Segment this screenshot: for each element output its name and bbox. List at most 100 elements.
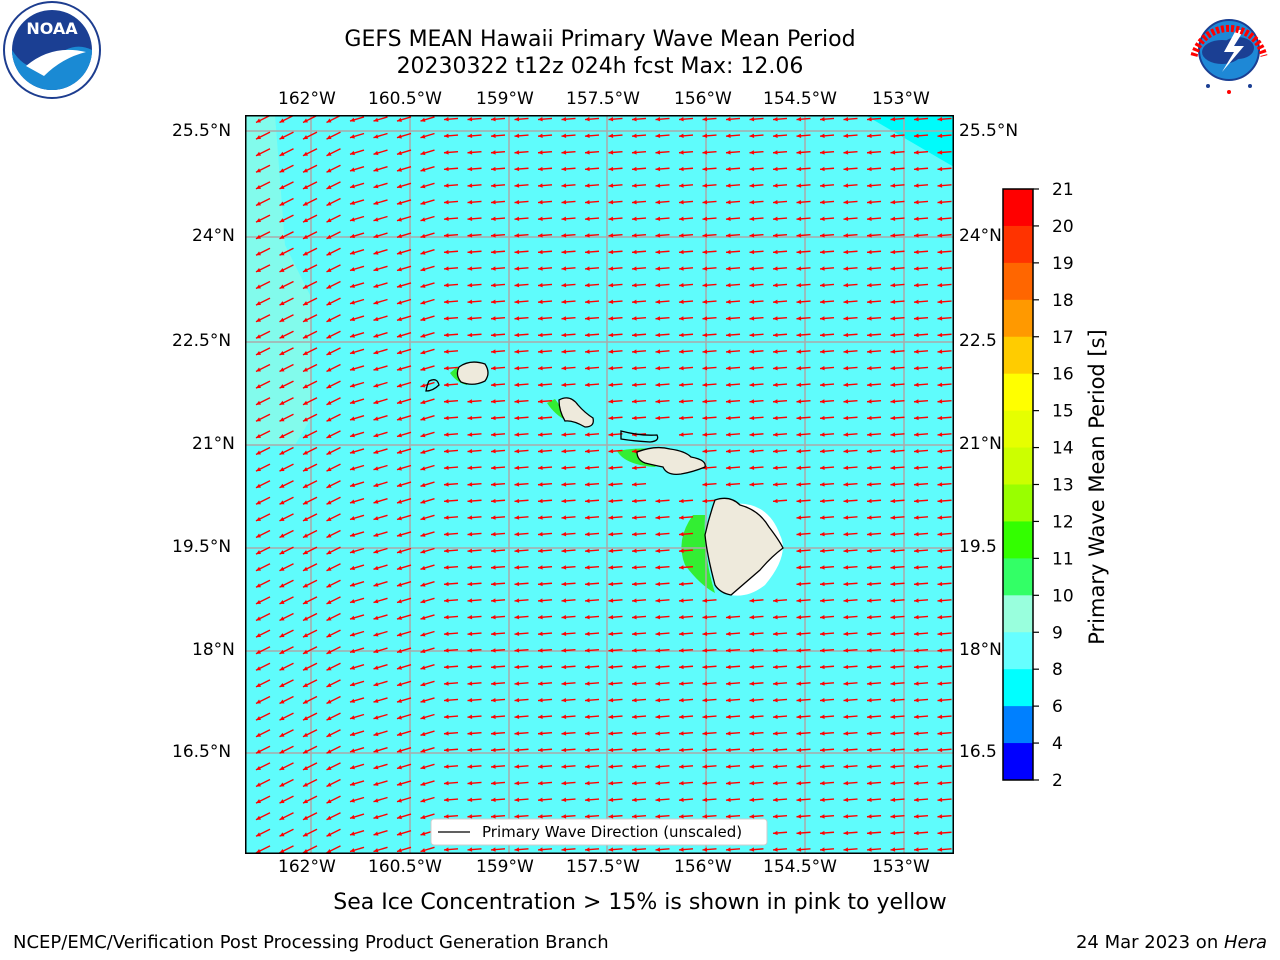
wave-arrow-head bbox=[444, 382, 449, 387]
wave-arrow-head bbox=[608, 332, 614, 338]
wave-arrow-head bbox=[843, 482, 849, 487]
wave-arrow-head bbox=[655, 681, 661, 686]
wave-arrow-head bbox=[420, 482, 426, 488]
colorbar-segment bbox=[1003, 447, 1033, 485]
wave-arrow-head bbox=[820, 598, 825, 603]
wave-arrow-head bbox=[397, 167, 402, 172]
wave-arrow-head bbox=[444, 415, 449, 421]
wave-arrow-head bbox=[702, 598, 708, 603]
wave-arrow-head bbox=[373, 433, 379, 438]
wave-arrow-head bbox=[538, 781, 543, 786]
wave-arrow-head bbox=[608, 349, 614, 354]
wave-arrow-head bbox=[373, 217, 379, 222]
wave-arrow-head bbox=[702, 216, 708, 221]
wave-arrow-head bbox=[444, 216, 449, 221]
wave-arrow-head bbox=[585, 482, 590, 487]
wave-arrow-head bbox=[397, 665, 402, 670]
wave-arrow-head bbox=[279, 682, 285, 687]
wave-arrow-head bbox=[514, 747, 520, 753]
wave-arrow-head bbox=[843, 747, 849, 753]
wave-arrow-head bbox=[514, 797, 520, 802]
wave-arrow-head bbox=[420, 648, 426, 654]
lat-label-right: 22.5 bbox=[959, 331, 997, 351]
footer-date-text: 24 Mar 2023 on bbox=[1075, 932, 1224, 953]
wave-arrow-head bbox=[820, 216, 825, 221]
wave-arrow-head bbox=[373, 516, 379, 521]
wave-arrow-head bbox=[843, 847, 849, 852]
wave-arrow-head bbox=[655, 366, 661, 371]
wave-arrow-head bbox=[937, 249, 943, 255]
wave-arrow-head bbox=[585, 366, 590, 371]
wave-arrow-head bbox=[326, 433, 332, 438]
wave-arrow-head bbox=[796, 532, 802, 537]
wave-arrow-head bbox=[726, 781, 731, 786]
wave-arrow-head bbox=[914, 117, 919, 122]
wave-arrow-head bbox=[350, 665, 355, 670]
wave-arrow-head bbox=[444, 681, 449, 686]
wave-arrow-head bbox=[467, 316, 473, 321]
wave-arrow-head bbox=[326, 732, 332, 737]
wave-arrow-head bbox=[585, 797, 590, 802]
colorbar-segment bbox=[1003, 558, 1033, 596]
wave-arrow-head bbox=[726, 349, 731, 354]
wave-arrow-head bbox=[303, 284, 308, 289]
wave-arrow-head bbox=[256, 633, 261, 638]
wave-arrow-head bbox=[350, 333, 355, 338]
wave-arrow-head bbox=[655, 814, 661, 819]
wave-arrow-head bbox=[538, 797, 543, 802]
wave-arrow-head bbox=[397, 682, 402, 687]
wave-arrow-head bbox=[726, 399, 731, 404]
wave-arrow-head bbox=[397, 117, 402, 122]
wave-arrow-head bbox=[444, 515, 449, 520]
period-contour-9-10 bbox=[245, 115, 313, 445]
wave-arrow-head bbox=[444, 548, 449, 553]
wave-arrow-head bbox=[702, 498, 708, 504]
wave-arrow-head bbox=[585, 681, 590, 686]
wave-arrow-head bbox=[561, 615, 567, 620]
wave-arrow-head bbox=[914, 399, 919, 404]
wave-arrow-head bbox=[561, 565, 567, 570]
wave-arrow-head bbox=[444, 183, 449, 188]
wave-arrow-head bbox=[867, 266, 872, 271]
wave-arrow-head bbox=[632, 332, 637, 338]
wave-arrow-head bbox=[843, 299, 849, 304]
period-contour-6-8 bbox=[865, 115, 954, 167]
wave-arrow-head bbox=[491, 249, 496, 255]
wave-arrow-head bbox=[397, 217, 402, 222]
wave-arrow-head bbox=[373, 781, 379, 786]
wave-arrow-head bbox=[397, 648, 402, 654]
wave-arrow-head bbox=[467, 166, 473, 172]
wave-arrow-head bbox=[538, 681, 543, 686]
wave-arrow-head bbox=[397, 698, 402, 703]
wave-arrow-head bbox=[867, 648, 872, 653]
wave-arrow-head bbox=[514, 532, 520, 537]
wave-arrow-head bbox=[702, 731, 708, 736]
wave-arrow-head bbox=[397, 134, 402, 139]
wave-arrow-head bbox=[749, 332, 755, 338]
wave-arrow-head bbox=[679, 681, 684, 686]
wave-arrow-head bbox=[420, 300, 426, 305]
wave-arrow-head bbox=[538, 548, 543, 553]
wave-arrow-head bbox=[350, 565, 355, 571]
wave-arrow-head bbox=[514, 349, 520, 354]
wave-arrow-head bbox=[373, 366, 379, 371]
wave-arrow-head bbox=[608, 764, 614, 769]
wave-arrow-head bbox=[279, 832, 285, 837]
wave-arrow-head bbox=[326, 384, 332, 389]
wave-arrow-head bbox=[585, 299, 590, 304]
wave-arrow-head bbox=[420, 499, 426, 504]
wave-arrow-head bbox=[796, 797, 802, 802]
wave-arrow-head bbox=[350, 549, 355, 554]
wave-arrow-head bbox=[373, 184, 379, 189]
footer-date: 24 Mar 2023 on Hera bbox=[1076, 932, 1267, 953]
wave-arrow-head bbox=[843, 249, 849, 255]
wave-arrow-head bbox=[867, 698, 872, 703]
wave-arrow-head bbox=[350, 848, 355, 853]
wave-arrow-head bbox=[726, 764, 731, 769]
wave-arrow-head bbox=[326, 500, 332, 505]
wave-arrow-head bbox=[373, 731, 379, 737]
wave-arrow-head bbox=[420, 250, 426, 255]
wave-arrow-head bbox=[773, 615, 778, 620]
wave-arrow-head bbox=[256, 201, 261, 206]
wave-arrow-head bbox=[585, 565, 590, 570]
